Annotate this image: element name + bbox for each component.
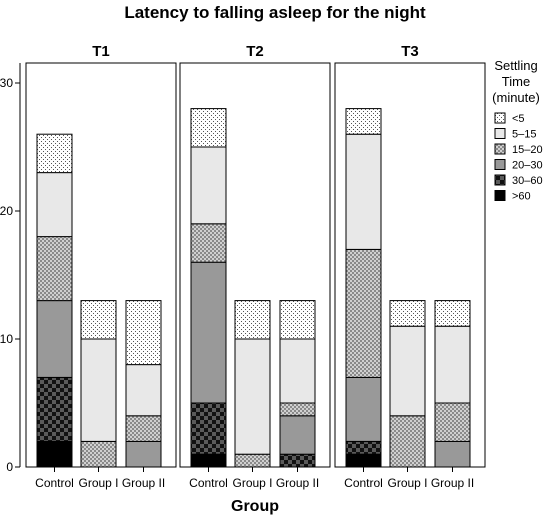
- x-tick-label: Control: [344, 476, 383, 490]
- legend-label: 20–30: [512, 160, 543, 172]
- bar-segment-20-30: [345, 376, 382, 442]
- x-tick-label: Group I: [387, 476, 427, 490]
- legend-title-line: (minute): [492, 90, 540, 105]
- legend-swatch: [494, 190, 506, 201]
- legend-swatch: [494, 143, 506, 155]
- bar-segment-5-15: [190, 146, 227, 225]
- bar-segment-15-20: [434, 402, 471, 442]
- legend-label: >60: [512, 191, 531, 203]
- chart-title: Latency to falling asleep for the night: [124, 3, 426, 22]
- bar-segment-15-20: [345, 248, 382, 378]
- bar-segment-15-20: [36, 236, 73, 302]
- bar-segment-gt60: [345, 453, 382, 468]
- bar-segment-gt60: [36, 440, 73, 468]
- bar-segment-30-60: [279, 453, 316, 468]
- y-tick-label: 10: [0, 332, 13, 346]
- x-tick-label: Group II: [276, 476, 319, 490]
- panel-t1: T1 Control Group I Group II: [25, 43, 177, 490]
- x-axis-label: Group: [231, 498, 279, 515]
- bar-segment-lt5: [190, 108, 227, 148]
- bar-segment-lt5: [434, 300, 471, 327]
- legend-label: 5–15: [512, 129, 536, 141]
- legend-swatch: [494, 174, 506, 186]
- bar-segment-15-20: [234, 453, 271, 468]
- bar-segment-30-60: [345, 440, 382, 455]
- legend-item-5-15: 5–15: [494, 128, 536, 141]
- y-tick-label: 0: [6, 460, 13, 474]
- bar-segment-gt60: [190, 453, 227, 468]
- bar-segment-lt5: [80, 300, 117, 340]
- panel-t2: T2 Control Group I Group II: [179, 43, 331, 490]
- bar-segment-20-30: [36, 300, 73, 378]
- bar-segment-lt5: [389, 300, 426, 327]
- bar-segment-5-15: [279, 338, 316, 404]
- bar-segment-lt5: [234, 300, 271, 340]
- legend-label: 30–60: [512, 175, 543, 187]
- y-tick-label: 30: [0, 76, 13, 90]
- legend-item-gt60: >60: [494, 190, 531, 203]
- legend-label: 15–20: [512, 144, 543, 156]
- bar-segment-20-30: [434, 440, 471, 468]
- legend-swatch: [494, 112, 506, 124]
- bar-segment-lt5: [125, 300, 162, 366]
- legend-swatch: [494, 159, 506, 170]
- y-axis: 0 10 20 30: [0, 63, 21, 474]
- bar-segment-lt5: [345, 108, 382, 135]
- y-tick-label: 20: [0, 204, 13, 218]
- bar-segment-15-20: [190, 223, 227, 263]
- bar-segment-30-60: [190, 402, 227, 455]
- bar-segment-5-15: [345, 133, 382, 250]
- panel-title: T1: [92, 43, 110, 60]
- legend-item-15-20: 15–20: [494, 143, 543, 156]
- bar-segment-5-15: [389, 325, 426, 417]
- legend-item-lt5: <5: [494, 112, 525, 125]
- bar-segment-15-20: [279, 402, 316, 417]
- legend-item-20-30: 20–30: [494, 159, 543, 172]
- x-tick-label: Group I: [232, 476, 272, 490]
- bar-segment-20-30: [190, 261, 227, 404]
- legend-label: <5: [512, 113, 525, 125]
- legend-item-30-60: 30–60: [494, 174, 543, 187]
- panel-title: T2: [246, 43, 264, 60]
- bar-segment-15-20: [80, 440, 117, 468]
- bar-segment-5-15: [36, 172, 73, 238]
- bar-segment-15-20: [125, 415, 162, 442]
- bar-segment-15-20: [389, 415, 426, 468]
- bar-segment-5-15: [234, 338, 271, 455]
- panel-title: T3: [401, 43, 419, 60]
- chart-panels: T1 Control Group I Group II T2 Control Group I…: [25, 43, 486, 490]
- bar-segment-5-15: [434, 325, 471, 404]
- bar-segment-20-30: [125, 440, 162, 468]
- bar-segment-lt5: [279, 300, 316, 340]
- bar-segment-5-15: [125, 364, 162, 417]
- bar-segment-lt5: [36, 133, 73, 174]
- legend-title-line: Settling: [494, 58, 537, 73]
- x-tick-label: Group II: [122, 476, 165, 490]
- legend-title-line: Time: [502, 74, 530, 89]
- x-tick-label: Group II: [431, 476, 474, 490]
- legend-swatch: [494, 128, 506, 139]
- bar-segment-30-60: [36, 376, 73, 442]
- x-tick-label: Control: [35, 476, 74, 490]
- x-tick-label: Control: [189, 476, 228, 490]
- panel-t3: T3 Control Group I Group II: [334, 43, 486, 490]
- x-tick-label: Group I: [78, 476, 118, 490]
- bar-segment-5-15: [80, 338, 117, 442]
- bar-segment-20-30: [279, 415, 316, 455]
